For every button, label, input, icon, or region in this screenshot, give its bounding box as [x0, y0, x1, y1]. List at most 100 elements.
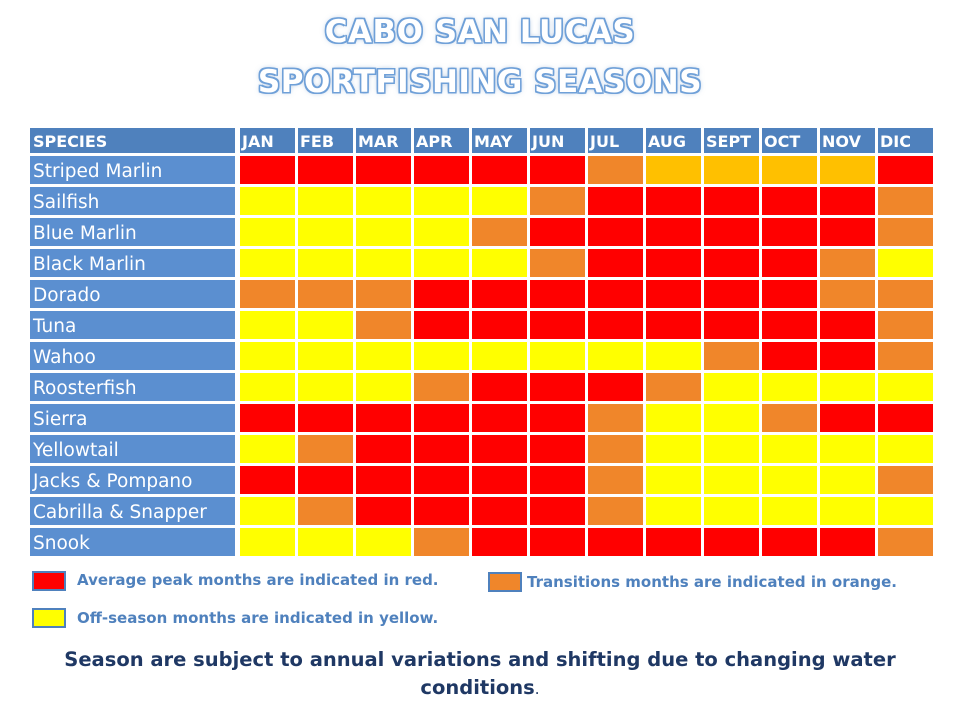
species-row-label: Blue Marlin [33, 223, 137, 244]
season-cell [472, 311, 527, 339]
season-cell [820, 249, 875, 277]
month-header-cell [472, 128, 527, 153]
month-header-cell [704, 128, 759, 153]
species-row-label-cell [30, 373, 235, 401]
species-row-label: Sierra [33, 409, 88, 430]
season-cell [414, 311, 469, 339]
species-row-label: Wahoo [33, 347, 96, 368]
season-cell [240, 187, 295, 215]
season-cell [762, 311, 817, 339]
season-cell [588, 435, 643, 463]
season-cell [588, 311, 643, 339]
season-cell [588, 497, 643, 525]
season-cell [530, 528, 585, 556]
season-cell [878, 280, 933, 308]
species-row-label-cell [30, 249, 235, 277]
season-cell [472, 528, 527, 556]
season-cell [878, 218, 933, 246]
season-cell [414, 528, 469, 556]
season-cell [878, 187, 933, 215]
season-cell [588, 187, 643, 215]
month-header-label: JUL [589, 132, 619, 151]
season-cell [820, 497, 875, 525]
species-row-label-cell [30, 280, 235, 308]
month-header-label: JUN [531, 132, 564, 151]
month-header-cell [240, 128, 295, 153]
season-cell [414, 497, 469, 525]
month-header-label: OCT [764, 132, 800, 151]
season-cell [878, 528, 933, 556]
season-cell [646, 280, 701, 308]
season-cell [356, 404, 411, 432]
season-cell [356, 311, 411, 339]
season-cell [298, 311, 353, 339]
season-cell [240, 342, 295, 370]
month-header-cell [762, 128, 817, 153]
season-cell [414, 249, 469, 277]
season-cell [472, 404, 527, 432]
season-cell [762, 466, 817, 494]
legend-swatch-transition [488, 572, 522, 592]
legend-swatch-offseason [32, 608, 66, 628]
season-cell [356, 466, 411, 494]
season-cell [414, 373, 469, 401]
season-cell [588, 404, 643, 432]
season-cell [356, 249, 411, 277]
season-cell [414, 156, 469, 184]
season-cell [356, 497, 411, 525]
season-cell [646, 218, 701, 246]
season-cell [530, 435, 585, 463]
species-row-label: Dorado [33, 285, 101, 306]
season-cell [762, 497, 817, 525]
month-header-cell [820, 128, 875, 153]
season-cell [646, 435, 701, 463]
season-cell [298, 187, 353, 215]
season-cell [646, 249, 701, 277]
season-cell [530, 311, 585, 339]
season-cell [298, 528, 353, 556]
season-cell [530, 404, 585, 432]
season-cell [878, 466, 933, 494]
season-cell [530, 342, 585, 370]
season-cell [878, 249, 933, 277]
season-cell [414, 280, 469, 308]
season-cell [878, 404, 933, 432]
season-cell [240, 528, 295, 556]
season-cell [820, 404, 875, 432]
season-cell [704, 373, 759, 401]
season-cell [646, 342, 701, 370]
month-header-cell [588, 128, 643, 153]
month-header-label: MAY [474, 132, 513, 151]
season-cell [820, 280, 875, 308]
species-row-label-cell [30, 311, 235, 339]
season-cell [878, 156, 933, 184]
season-cell [530, 497, 585, 525]
season-cell [704, 249, 759, 277]
season-cell [704, 466, 759, 494]
season-cell [820, 528, 875, 556]
season-cell [530, 156, 585, 184]
month-header-label: MAR [358, 132, 399, 151]
season-cell [588, 280, 643, 308]
season-cell [472, 466, 527, 494]
month-header-cell [878, 128, 933, 153]
season-cell [762, 156, 817, 184]
season-cell [298, 249, 353, 277]
footnote-text: Season are subject to annual variations … [64, 648, 896, 699]
month-header-cell [356, 128, 411, 153]
season-cell [298, 342, 353, 370]
month-header-label: JAN [241, 132, 274, 151]
season-cell [820, 342, 875, 370]
species-row-label-cell [30, 404, 235, 432]
season-cell [414, 187, 469, 215]
season-cell [414, 342, 469, 370]
season-cell [646, 466, 701, 494]
season-cell [298, 280, 353, 308]
season-cell [240, 280, 295, 308]
season-cell [356, 156, 411, 184]
season-cell [240, 156, 295, 184]
season-cell [878, 342, 933, 370]
month-header-label: FEB [300, 132, 334, 151]
season-cell [704, 187, 759, 215]
season-cell [704, 497, 759, 525]
